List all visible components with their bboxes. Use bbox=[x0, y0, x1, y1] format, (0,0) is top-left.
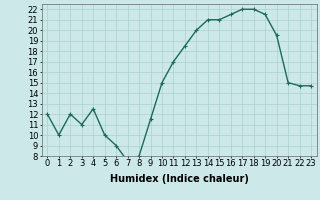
X-axis label: Humidex (Indice chaleur): Humidex (Indice chaleur) bbox=[110, 174, 249, 184]
